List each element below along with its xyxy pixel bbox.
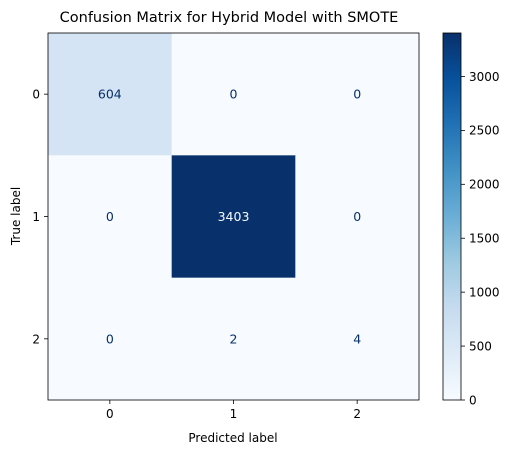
heatmap-cell-2-0 — [48, 277, 173, 401]
colorbar-tick-label-1: 500 — [469, 339, 492, 353]
cell-value-label-2-2: 4 — [353, 331, 361, 346]
heatmap-cell-0-0 — [48, 33, 173, 156]
chart-title: Confusion Matrix for Hybrid Model with S… — [60, 10, 399, 26]
heatmap-cell-1-2 — [295, 155, 420, 279]
y-tick-label-2: 2 — [32, 332, 40, 346]
heatmap-cells — [48, 33, 420, 401]
x-tick-label-2: 2 — [353, 407, 361, 421]
colorbar-tick-label-4: 2000 — [469, 178, 500, 192]
cell-value-label-1-0: 0 — [106, 209, 114, 224]
x-tick-label-1: 1 — [230, 407, 238, 421]
colorbar-tick-label-5: 2500 — [469, 124, 500, 138]
y-tick-label-0: 0 — [32, 88, 40, 102]
heatmap-cell-0-1 — [171, 33, 296, 156]
colorbar-tick-label-6: 3000 — [469, 70, 500, 84]
heatmap-cell-1-0 — [48, 155, 173, 279]
cell-value-label-1-2: 0 — [353, 209, 361, 224]
colorbar-tick-label-0: 0 — [469, 393, 477, 407]
heatmap-cell-1-1 — [171, 155, 296, 279]
y-axis-label: True label — [9, 187, 23, 246]
y-axis-ticks: 0 1 2 — [32, 88, 48, 346]
cell-value-label-2-1: 2 — [230, 331, 238, 346]
heatmap-cell-2-1 — [171, 277, 296, 401]
cell-value-label-0-2: 0 — [353, 87, 361, 102]
colorbar-ticks: 0 500 1000 1500 2000 2500 3000 — [461, 70, 500, 407]
cell-value-label-1-1: 3403 — [218, 209, 250, 224]
cell-value-label-0-1: 0 — [230, 87, 238, 102]
x-axis-label: Predicted label — [188, 431, 277, 445]
heatmap-cell-0-2 — [295, 33, 420, 156]
cell-value-label-2-0: 0 — [106, 331, 114, 346]
colorbar-tick-label-3: 1500 — [469, 232, 500, 246]
heatmap-cell-2-2 — [295, 277, 420, 401]
heatmap-cell-labels: 604 0 0 0 3403 0 0 2 4 — [98, 87, 361, 347]
x-tick-label-0: 0 — [106, 407, 114, 421]
y-tick-label-1: 1 — [32, 210, 40, 224]
x-axis-ticks: 0 1 2 — [106, 400, 361, 421]
cell-value-label-0-0: 604 — [98, 87, 122, 102]
colorbar — [442, 32, 462, 401]
colorbar-tick-label-2: 1000 — [469, 285, 500, 299]
